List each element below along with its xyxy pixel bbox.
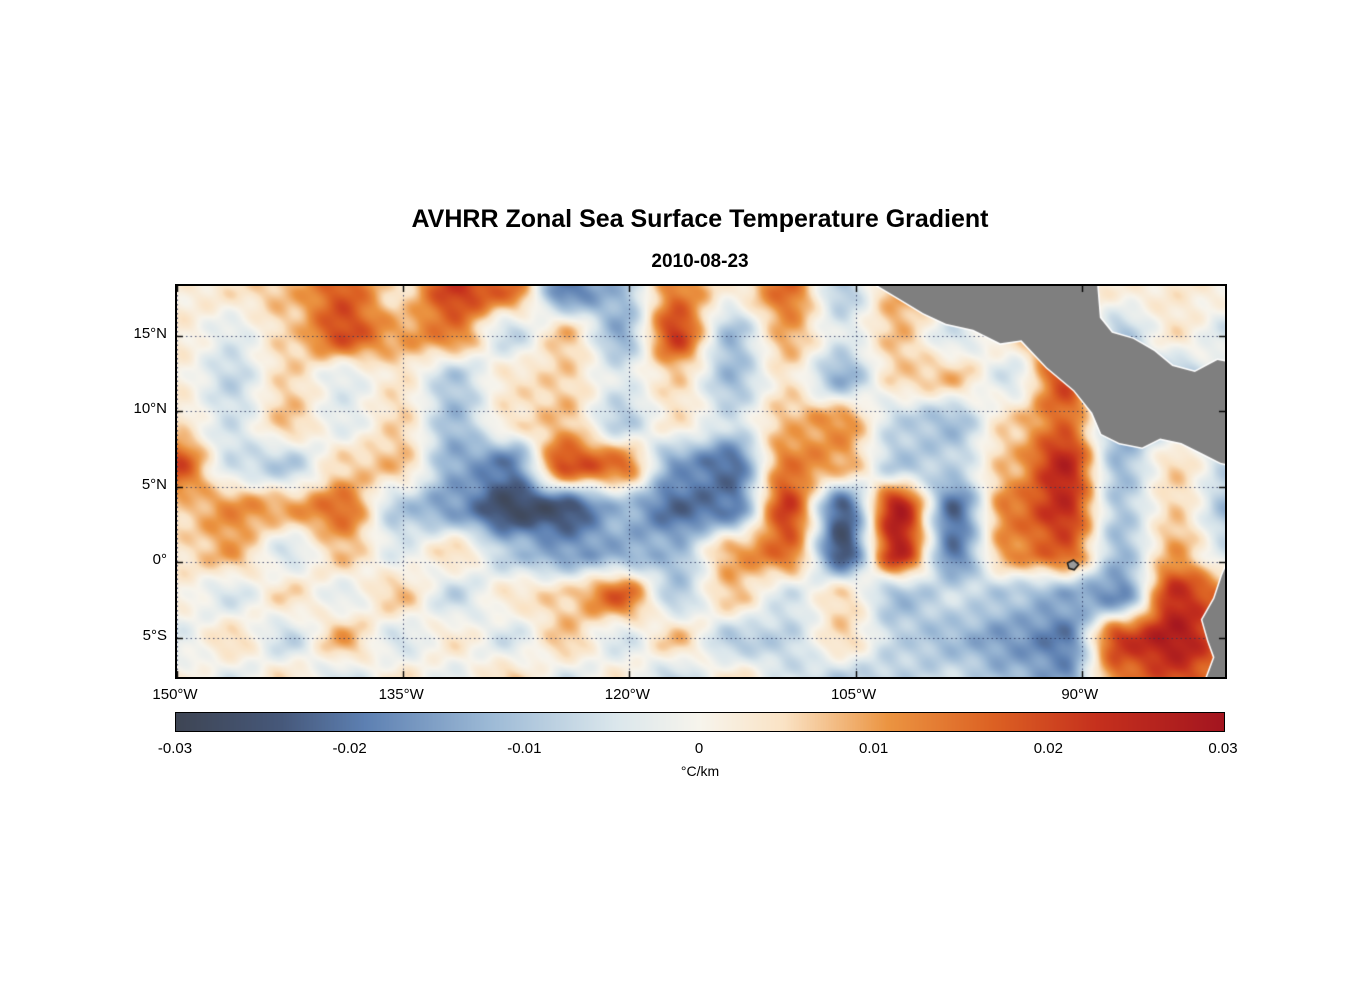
colorbar-tick-label: 0.02: [1033, 740, 1063, 757]
y-axis-tick-label: 5°S: [142, 626, 167, 644]
colorbar-tick-label: -0.02: [332, 740, 367, 757]
x-axis-tick-label: 150°W: [152, 686, 198, 703]
colorbar-gradient-canvas: [176, 713, 1224, 731]
chart-date: 2010-08-23: [651, 251, 749, 272]
y-axis-tick-label: 0°: [152, 551, 167, 569]
plot-area: [175, 284, 1227, 679]
x-axis-tick-label: 90°W: [1061, 686, 1099, 703]
y-axis-tick-label: 5°N: [141, 475, 167, 493]
chart-title: AVHRR Zonal Sea Surface Temperature Grad…: [411, 205, 989, 233]
colorbar-tick-label: 0.01: [859, 740, 889, 757]
colorbar-tick-label: 0: [694, 740, 704, 757]
y-axis-tick-label: 15°N: [133, 324, 167, 342]
colorbar-units-label: °C/km: [680, 763, 720, 779]
colorbar-tick-label: -0.01: [507, 740, 542, 757]
x-axis-tick-label: 120°W: [604, 686, 650, 703]
x-axis-tick-label: 105°W: [830, 686, 877, 703]
y-axis-tick-label: 10°N: [133, 400, 167, 418]
colorbar-tick-label: -0.03: [157, 740, 193, 757]
colorbar-tick-label: 0.03: [1208, 740, 1238, 757]
x-axis-tick-label: 135°W: [378, 686, 424, 703]
colorbar: [175, 712, 1225, 732]
map-overlay-canvas: [177, 286, 1225, 677]
